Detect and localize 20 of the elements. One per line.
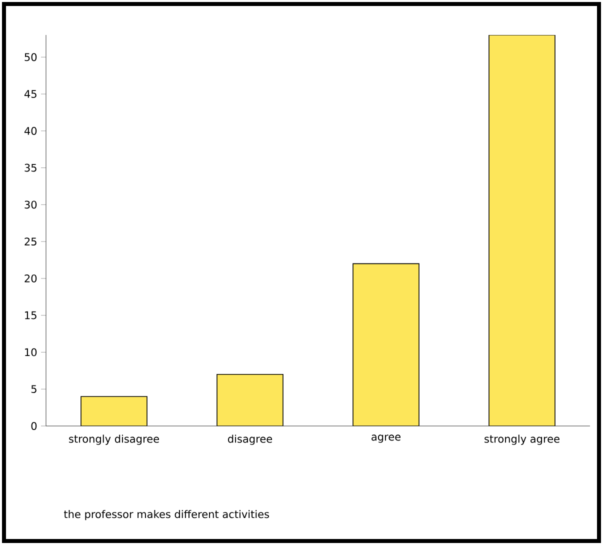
y-tick-label: 15 — [25, 311, 36, 320]
y-tick-label: 10 — [25, 348, 37, 356]
y-tick-label: 30 — [24, 200, 37, 209]
y-tick-label: 20 — [24, 274, 37, 282]
bar — [488, 34, 556, 426]
y-tick-label: 5 — [31, 385, 36, 393]
y-tick-label: 50 — [24, 53, 37, 62]
y-tick-label: 35 — [24, 164, 36, 172]
bar — [216, 374, 284, 426]
text: the professor makes different activities — [64, 510, 270, 520]
y-tick-label: 0 — [31, 422, 37, 430]
x-tick-label: strongly agree — [484, 434, 560, 445]
bar — [80, 396, 148, 426]
x-tick-label: strongly disagree — [69, 434, 159, 445]
x-tick-label: disagree — [228, 434, 272, 445]
bar — [352, 263, 420, 426]
y-tick-label: 40 — [24, 126, 37, 135]
y-tick-label: 45 — [24, 90, 36, 98]
x-tick-label: agree — [372, 434, 400, 443]
y-tick-label: 25 — [24, 238, 36, 246]
